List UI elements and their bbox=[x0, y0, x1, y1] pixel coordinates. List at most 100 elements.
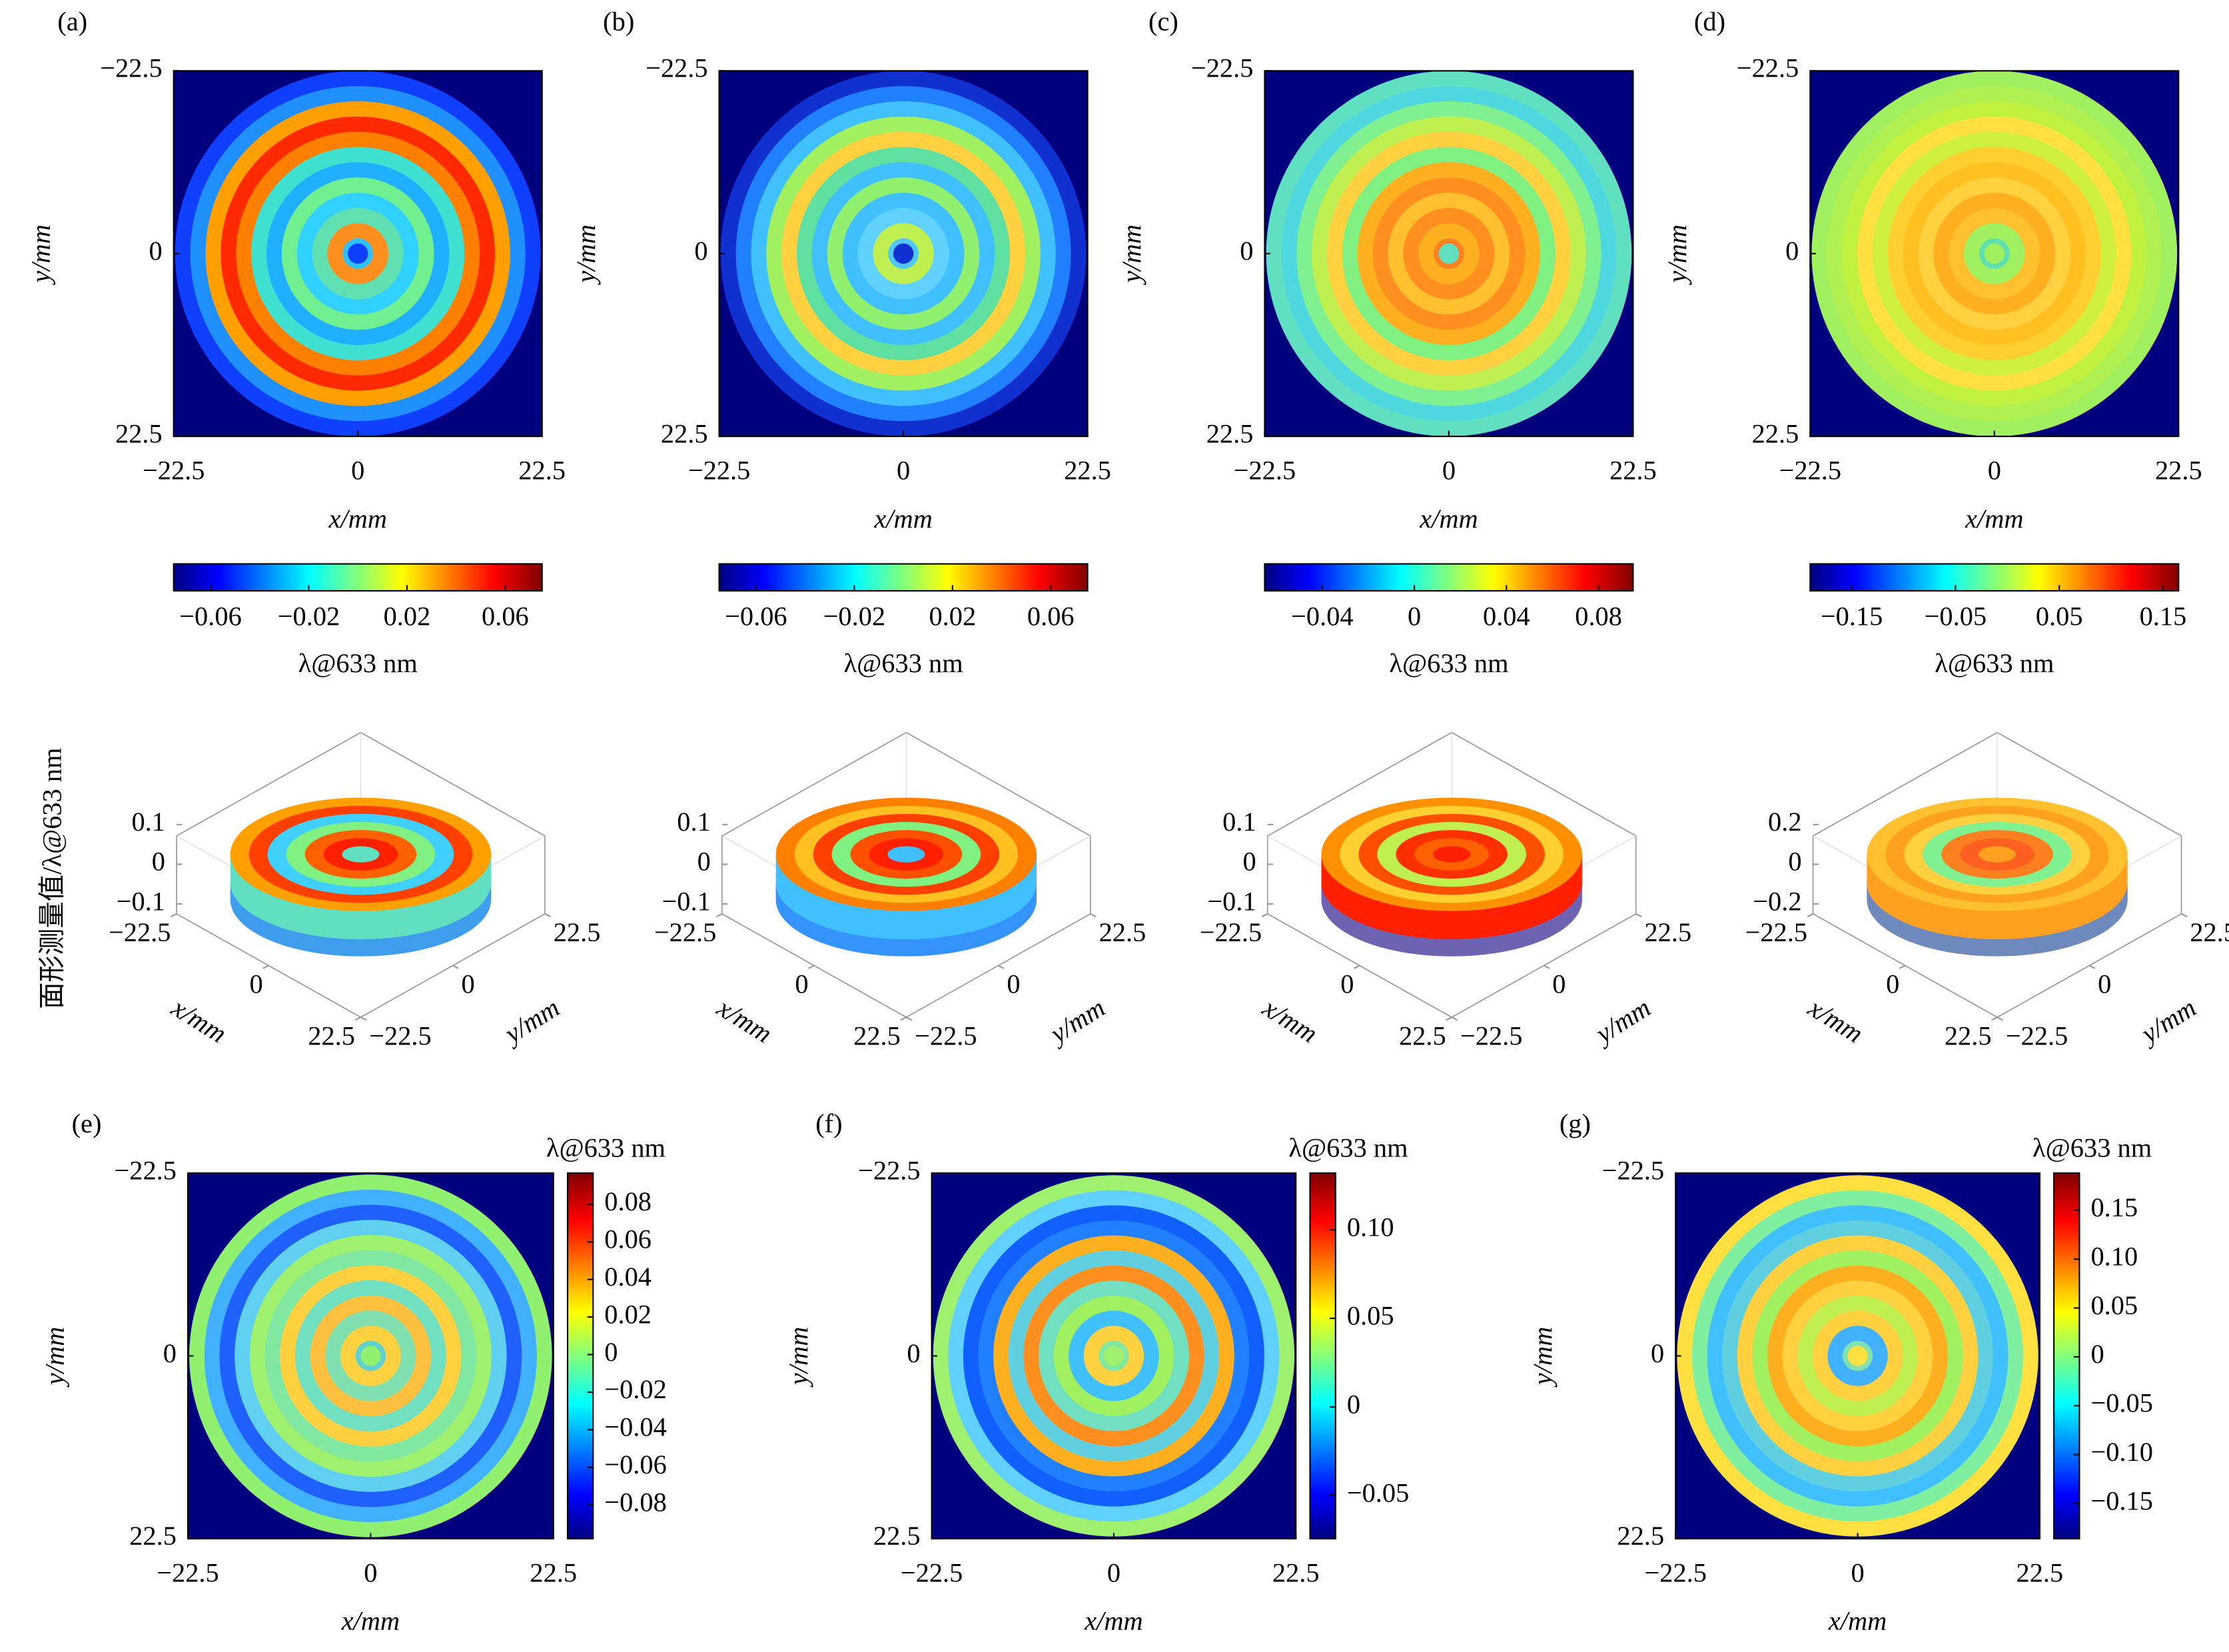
z-tick-label: 0.1 bbox=[1222, 807, 1256, 837]
surface-ring bbox=[1979, 846, 2016, 863]
colorbar-tick-label: 0.06 bbox=[1027, 602, 1075, 631]
colorbar-tick-label: 0.15 bbox=[2090, 1192, 2138, 1222]
x-tick-label: 0 bbox=[1988, 456, 2001, 486]
y-axis-label: y/mm bbox=[1043, 993, 1110, 1050]
x-tick-label: 22.5 bbox=[2155, 456, 2202, 486]
z-tick-label: 0 bbox=[1788, 847, 1801, 877]
y-axis-label: y/mm bbox=[1588, 993, 1655, 1050]
x-axis-label: x/mm bbox=[711, 992, 777, 1048]
y-tick bbox=[998, 965, 1005, 969]
y-tick-label: 22.5 bbox=[1644, 917, 1691, 947]
y-axis-label: y/mm bbox=[1116, 224, 1146, 286]
x-tick-label: −22.5 bbox=[1200, 917, 1262, 947]
colorbar-tick-label: 0.10 bbox=[1347, 1212, 1394, 1242]
colorbar-tick-label: −0.15 bbox=[1821, 602, 1883, 631]
x-tick-label: 0 bbox=[351, 456, 364, 486]
x-axis-label: x/mm bbox=[166, 992, 232, 1048]
x-tick bbox=[1899, 965, 1906, 969]
colorbar-tick-label: −0.05 bbox=[1347, 1477, 1410, 1507]
colorbar-tick-label: −0.06 bbox=[725, 602, 787, 631]
x-tick-label: 0 bbox=[1851, 1557, 1864, 1587]
x-tick bbox=[1807, 913, 1814, 918]
colorbar-tick-label: 0.04 bbox=[1483, 602, 1530, 631]
x-axis-label: x/mm bbox=[1419, 504, 1478, 534]
surface-side-shade bbox=[230, 883, 492, 957]
z-tick-label: −0.2 bbox=[1753, 886, 1801, 916]
colorbar-tick-label: −0.10 bbox=[2090, 1437, 2153, 1467]
x-tick-label: 22.5 bbox=[530, 1557, 577, 1587]
y-tick-label: 0 bbox=[1651, 1338, 1664, 1368]
z-tick-label: −0.1 bbox=[1207, 886, 1256, 916]
y-tick bbox=[1997, 1017, 2004, 1021]
panel-label: (g) bbox=[1560, 1108, 1591, 1138]
y-tick-label: −22.5 bbox=[1602, 1155, 1665, 1185]
colorbar-label: λ@633 nm bbox=[1389, 648, 1508, 678]
y-tick bbox=[544, 913, 551, 918]
x-tick-label: 22.5 bbox=[2016, 1557, 2064, 1587]
surface-center bbox=[360, 1346, 381, 1366]
colorbar-tick-label: −0.06 bbox=[179, 602, 241, 631]
colorbar-tick-label: 0.02 bbox=[929, 602, 976, 631]
x-tick-label: −22.5 bbox=[143, 456, 205, 486]
y-tick-label: −22.5 bbox=[2006, 1021, 2068, 1050]
panel-label: (c) bbox=[1148, 6, 1178, 36]
surface-ring bbox=[1433, 846, 1471, 863]
colorbar bbox=[718, 563, 1089, 592]
y-tick-label: 22.5 bbox=[554, 917, 601, 947]
surface-side-shade bbox=[775, 883, 1037, 957]
colorbar-tick-label: −0.05 bbox=[2090, 1388, 2153, 1418]
colorbar-label: λ@633 nm bbox=[1935, 648, 2054, 678]
y-tick-label: 0 bbox=[1552, 969, 1565, 999]
x-axis-label: x/mm bbox=[873, 504, 933, 534]
surface-side-shade bbox=[1867, 883, 2128, 957]
x-tick-label: 0 bbox=[897, 456, 910, 486]
x-axis-label: x/mm bbox=[1803, 992, 1869, 1048]
y-tick-label: 0 bbox=[694, 236, 707, 266]
y-tick-label: 0 bbox=[1240, 236, 1253, 266]
x-tick-label: 0 bbox=[1340, 969, 1354, 999]
y-axis-label: y/mm bbox=[497, 993, 564, 1050]
colorbar-tick-label: 0.02 bbox=[604, 1299, 652, 1329]
x-tick bbox=[170, 913, 177, 918]
y-tick bbox=[2181, 913, 2188, 918]
surface-center bbox=[893, 243, 914, 264]
y-tick-label: 22.5 bbox=[1752, 418, 1799, 448]
y-tick-label: −22.5 bbox=[915, 1021, 977, 1050]
y-tick-label: 0 bbox=[2098, 969, 2111, 999]
colorbar-tick-label: −0.04 bbox=[604, 1412, 667, 1442]
y-tick-label: −22.5 bbox=[1460, 1021, 1523, 1050]
y-tick bbox=[2088, 965, 2096, 969]
x-tick-label: 22.5 bbox=[1609, 456, 1657, 486]
x-axis-label: x/mm bbox=[328, 504, 387, 534]
y-tick-label: 0 bbox=[149, 236, 163, 266]
z-tick-label: 0.2 bbox=[1768, 807, 1802, 837]
colorbar-tick-label: 0.02 bbox=[384, 602, 431, 631]
z-tick-label: 0 bbox=[1242, 847, 1256, 877]
x-tick-label: 0 bbox=[250, 969, 263, 999]
surface-center bbox=[1103, 1346, 1124, 1366]
surface-center bbox=[1847, 1346, 1868, 1366]
y-tick-label: 22.5 bbox=[1206, 418, 1254, 448]
colorbar-tick-label: 0 bbox=[1408, 602, 1421, 631]
z-tick-label: 0 bbox=[697, 847, 711, 877]
x-tick bbox=[715, 913, 723, 918]
x-tick-label: 0 bbox=[795, 969, 808, 999]
x-tick-label: 22.5 bbox=[1399, 1021, 1446, 1050]
x-tick bbox=[1261, 913, 1268, 918]
surface-side-shade bbox=[1321, 883, 1582, 957]
panel-label: (d) bbox=[1694, 6, 1725, 36]
x-tick-label: −22.5 bbox=[688, 456, 751, 486]
y-tick bbox=[1635, 913, 1642, 918]
x-tick-label: 0 bbox=[364, 1557, 377, 1587]
y-tick-label: 0 bbox=[163, 1338, 177, 1368]
colorbar bbox=[1809, 563, 2180, 592]
surface-center bbox=[1438, 243, 1460, 264]
colorbar-tick-label: −0.06 bbox=[604, 1449, 667, 1479]
colorbar bbox=[2053, 1172, 2080, 1539]
colorbar-tick-label: 0 bbox=[1347, 1389, 1360, 1419]
x-axis-label: x/mm bbox=[1965, 504, 2024, 534]
x-tick-label: −22.5 bbox=[157, 1557, 219, 1587]
colorbar bbox=[1309, 1172, 1336, 1539]
colorbar-label: λ@633 nm bbox=[1288, 1132, 1408, 1162]
